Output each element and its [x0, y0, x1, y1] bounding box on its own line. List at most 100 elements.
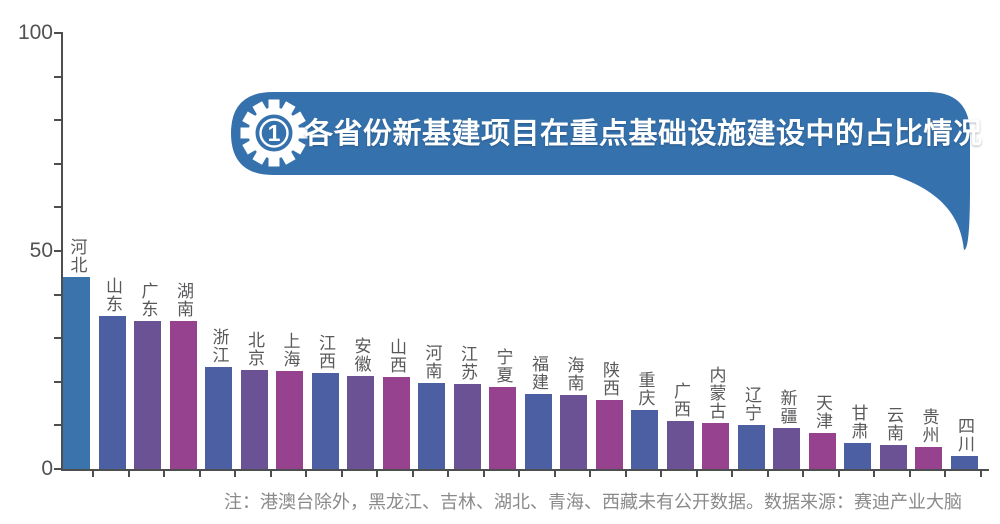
bar-label: 北京: [245, 331, 264, 367]
x-tick: [731, 469, 733, 477]
bar: [631, 410, 658, 469]
bar-label: 广东: [138, 282, 158, 318]
x-tick: [660, 469, 662, 477]
x-tick: [944, 469, 946, 477]
gear-inner-ring: [259, 118, 289, 148]
x-tick: [908, 469, 911, 477]
bar-label: 贵州: [919, 408, 939, 444]
bar-label: 山东: [103, 277, 122, 313]
bar: [98, 316, 126, 469]
y-tick: [54, 119, 62, 122]
bar-label: 上海: [280, 332, 300, 368]
x-tick: [802, 469, 804, 477]
bar: [560, 395, 587, 469]
bar: [524, 394, 552, 469]
title-banner: [231, 92, 970, 250]
x-tick: [447, 469, 449, 477]
x-tick: [269, 469, 272, 477]
bar: [915, 447, 942, 469]
x-tick: [624, 469, 627, 477]
bar-label: 天津: [813, 394, 832, 430]
x-tick: [766, 469, 769, 477]
y-axis-line: [61, 32, 63, 471]
bar: [205, 367, 232, 469]
y-tick: [54, 468, 62, 470]
gear-icon: [240, 99, 308, 167]
bar-label: 云南: [884, 406, 903, 442]
x-tick: [305, 469, 307, 477]
y-tick: [54, 250, 62, 252]
x-tick: [589, 469, 591, 477]
y-tick: [54, 32, 62, 34]
bar: [453, 384, 481, 469]
bar: [382, 377, 410, 469]
x-axis-line: [61, 469, 989, 471]
y-tick: [54, 75, 62, 78]
bar: [240, 370, 268, 469]
bar: [595, 400, 623, 469]
bar-label: 重庆: [635, 371, 655, 407]
bar-label: 广西: [671, 382, 690, 418]
bar-label: 内蒙古: [706, 366, 726, 420]
bar-label: 山西: [387, 338, 406, 374]
x-tick: [695, 469, 698, 477]
y-tick-label: 50: [29, 239, 53, 262]
x-tick: [482, 469, 485, 477]
x-tick: [340, 469, 343, 477]
bar: [666, 421, 694, 469]
x-tick: [553, 469, 556, 477]
footnote: 注：港澳台除外，黑龙江、吉林、湖北、青海、西藏未有公开数据。数据来源：赛迪产业大…: [224, 492, 962, 512]
banner-shape: [231, 92, 970, 250]
x-tick: [411, 469, 414, 477]
bar: [702, 423, 729, 469]
y-tick-label: 100: [17, 21, 53, 44]
y-tick: [54, 380, 62, 383]
x-tick: [376, 469, 378, 477]
bar-label: 福建: [529, 355, 548, 391]
y-tick: [54, 424, 62, 427]
x-tick: [873, 469, 875, 477]
bar-label: 陕西: [600, 361, 619, 397]
banner-title: 各省份新基建项目在重点基础设施建设中的占比情况: [304, 118, 983, 150]
bar: [418, 383, 445, 469]
bar: [311, 373, 339, 469]
bar-label: 河南: [422, 344, 442, 380]
bar-label: 辽宁: [742, 386, 761, 422]
x-tick: [518, 469, 520, 477]
bar: [737, 425, 765, 469]
x-tick: [198, 469, 201, 477]
gear-teeth: [240, 99, 308, 167]
bar-label: 江西: [316, 334, 335, 370]
bar-label: 湖南: [174, 282, 193, 318]
y-tick-label: 0: [41, 457, 53, 480]
bar-label: 海南: [564, 356, 584, 392]
bar: [950, 456, 978, 469]
bar-label: 安徽: [351, 337, 371, 373]
bar-label: 新疆: [777, 389, 797, 425]
bar: [808, 433, 836, 469]
bar: [347, 376, 374, 469]
y-tick: [54, 337, 62, 340]
x-tick: [837, 469, 840, 477]
bar: [773, 428, 800, 469]
bar-label: 四川: [955, 417, 974, 453]
bar: [63, 277, 90, 469]
x-tick: [127, 469, 130, 477]
x-tick: [979, 469, 982, 477]
bar-label: 河北: [67, 238, 87, 274]
bar-label: 江苏: [458, 345, 477, 381]
bar-label: 浙江: [209, 328, 229, 364]
x-tick: [92, 469, 94, 477]
x-tick: [163, 469, 165, 477]
bar: [169, 321, 197, 469]
bar: [134, 321, 161, 469]
y-tick: [54, 162, 62, 165]
bar: [489, 387, 516, 469]
bar: [276, 371, 303, 469]
bar-label: 宁夏: [493, 348, 513, 384]
bar: [844, 443, 871, 469]
y-tick: [54, 206, 62, 209]
bar-label: 甘肃: [848, 404, 868, 440]
